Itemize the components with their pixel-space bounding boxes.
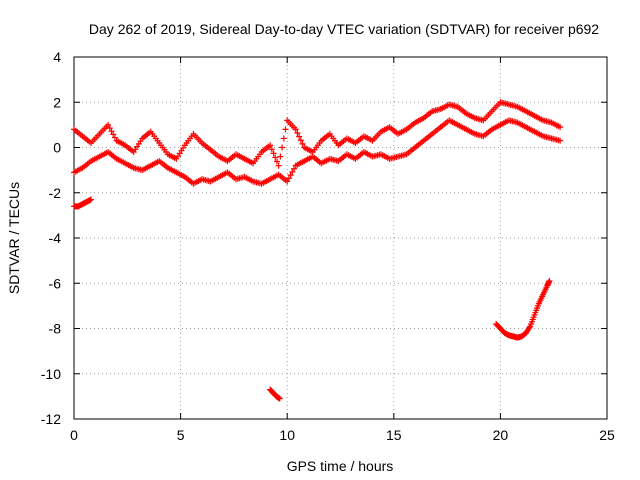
data-point — [105, 121, 112, 128]
data-point — [557, 124, 564, 131]
data-point — [276, 395, 283, 402]
series-isolated-segment-near-9h — [267, 386, 283, 402]
series-early-offset-segment — [71, 196, 95, 210]
x-tick-label: 25 — [599, 427, 615, 443]
data-point — [277, 153, 284, 160]
data-point — [526, 324, 533, 331]
y-tick-label: -10 — [41, 366, 61, 382]
data-point — [275, 162, 282, 169]
y-tick-label: -12 — [41, 411, 61, 427]
x-axis-title: GPS time / hours — [287, 458, 394, 474]
data-point — [282, 126, 289, 133]
data-point — [299, 140, 306, 147]
data-point — [88, 196, 95, 203]
data-point — [292, 126, 299, 133]
data-point — [546, 277, 553, 284]
data-point — [294, 130, 301, 137]
data-point — [287, 172, 294, 179]
data-point — [279, 144, 286, 151]
data-point — [267, 142, 274, 149]
data-point — [273, 158, 280, 165]
y-tick-label: -2 — [49, 185, 62, 201]
data-point — [296, 133, 303, 140]
y-tick-label: 4 — [53, 49, 61, 65]
data-point — [285, 175, 292, 182]
data-point — [108, 128, 115, 135]
data-point — [280, 135, 287, 142]
series-main-band-lower — [71, 117, 564, 187]
data-point — [297, 137, 304, 144]
x-tick-label: 5 — [177, 427, 185, 443]
data-point — [291, 165, 298, 172]
y-tick-label: -6 — [49, 275, 62, 291]
data-point — [106, 125, 113, 132]
data-point — [268, 146, 275, 153]
data-point — [111, 134, 118, 141]
data-point — [289, 168, 296, 175]
data-point — [284, 178, 291, 185]
data-point — [557, 137, 564, 144]
y-axis-title: SDTVAR / TECUs — [6, 182, 22, 294]
y-tick-label: 0 — [53, 140, 61, 156]
data-points — [71, 99, 564, 402]
axis-ticks: 0 5 10 15 20 25 -12 -10 -8 -6 -4 -2 0 2 4 — [41, 49, 615, 443]
data-point — [270, 150, 277, 157]
x-tick-label: 0 — [70, 427, 78, 443]
x-tick-label: 15 — [386, 427, 402, 443]
data-point — [272, 154, 279, 161]
series-main-band-upper — [71, 99, 564, 169]
series-late-deep-arc — [493, 277, 553, 341]
x-tick-label: 20 — [493, 427, 509, 443]
y-tick-label: 2 — [53, 94, 61, 110]
data-point — [110, 131, 117, 138]
x-tick-label: 10 — [279, 427, 295, 443]
chart-title: Day 262 of 2019, Sidereal Day-to-day VTE… — [89, 21, 599, 37]
y-tick-label: -4 — [49, 230, 62, 246]
y-tick-label: -8 — [49, 321, 62, 337]
